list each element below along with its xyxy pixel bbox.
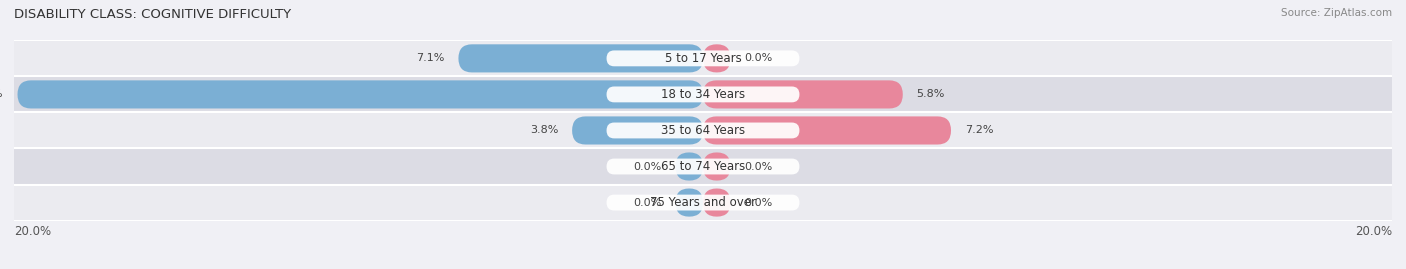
FancyBboxPatch shape [703, 153, 731, 180]
FancyBboxPatch shape [606, 123, 800, 138]
Text: 7.2%: 7.2% [965, 125, 993, 136]
FancyBboxPatch shape [14, 185, 1392, 221]
Text: 5.8%: 5.8% [917, 89, 945, 100]
FancyBboxPatch shape [14, 76, 1392, 112]
Text: 0.0%: 0.0% [744, 53, 772, 63]
Text: 0.0%: 0.0% [744, 161, 772, 172]
Text: 35 to 64 Years: 35 to 64 Years [661, 124, 745, 137]
Text: 20.0%: 20.0% [1355, 225, 1392, 238]
Text: 5 to 17 Years: 5 to 17 Years [665, 52, 741, 65]
Text: 19.9%: 19.9% [0, 89, 4, 100]
FancyBboxPatch shape [703, 80, 903, 108]
FancyBboxPatch shape [703, 189, 731, 217]
Text: DISABILITY CLASS: COGNITIVE DIFFICULTY: DISABILITY CLASS: COGNITIVE DIFFICULTY [14, 8, 291, 21]
Text: 0.0%: 0.0% [744, 197, 772, 208]
FancyBboxPatch shape [14, 148, 1392, 185]
FancyBboxPatch shape [675, 153, 703, 180]
Text: 0.0%: 0.0% [634, 197, 662, 208]
FancyBboxPatch shape [17, 80, 703, 108]
FancyBboxPatch shape [14, 40, 1392, 76]
Text: 3.8%: 3.8% [530, 125, 558, 136]
FancyBboxPatch shape [675, 189, 703, 217]
FancyBboxPatch shape [458, 44, 703, 72]
Text: 0.0%: 0.0% [634, 161, 662, 172]
Text: Source: ZipAtlas.com: Source: ZipAtlas.com [1281, 8, 1392, 18]
Text: 18 to 34 Years: 18 to 34 Years [661, 88, 745, 101]
FancyBboxPatch shape [14, 112, 1392, 148]
FancyBboxPatch shape [606, 51, 800, 66]
FancyBboxPatch shape [606, 195, 800, 210]
Text: 65 to 74 Years: 65 to 74 Years [661, 160, 745, 173]
Text: 20.0%: 20.0% [14, 225, 51, 238]
FancyBboxPatch shape [606, 159, 800, 174]
FancyBboxPatch shape [703, 116, 950, 144]
FancyBboxPatch shape [703, 44, 731, 72]
FancyBboxPatch shape [606, 87, 800, 102]
Text: 7.1%: 7.1% [416, 53, 444, 63]
FancyBboxPatch shape [572, 116, 703, 144]
Text: 75 Years and over: 75 Years and over [650, 196, 756, 209]
